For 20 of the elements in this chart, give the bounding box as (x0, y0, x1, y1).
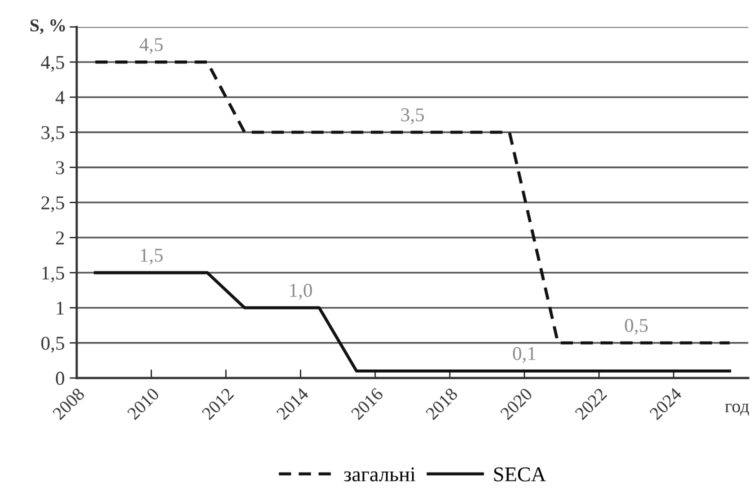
y-tick-label: 0 (56, 372, 64, 385)
legend-label: SECA (494, 467, 546, 482)
y-tick-label: 4 (56, 91, 65, 104)
y-tick-label: 1,5 (42, 266, 64, 282)
annotation: 0,5 (624, 318, 648, 335)
annotation: 3,5 (401, 108, 424, 124)
annotation: 1,0 (290, 284, 312, 300)
y-tick-label: 0,5 (41, 336, 64, 353)
y-tick-label: 4,5 (40, 56, 64, 72)
legend-label: загальні (344, 467, 416, 482)
annotation: 0,1 (512, 346, 536, 363)
x-axis-title: год (725, 404, 749, 416)
y-axis-title: S, % (30, 19, 65, 34)
y-tick-label: 3,5 (42, 126, 64, 142)
annotation: 4,5 (140, 38, 163, 54)
annotation: 1,5 (140, 248, 163, 265)
y-tick-label: 2,5 (41, 196, 64, 212)
y-tick-label: 2 (56, 231, 64, 244)
y-tick-label: 1 (56, 302, 64, 315)
y-tick-label: 3 (56, 161, 64, 174)
